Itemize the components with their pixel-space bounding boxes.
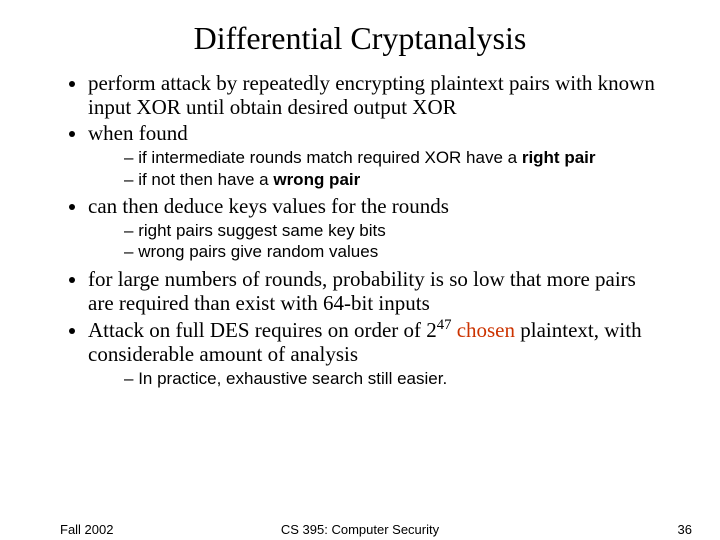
bullet-2-sub-2: if not then have a wrong pair xyxy=(124,169,660,190)
bullet-2-sub-1b: right pair xyxy=(522,148,596,167)
bullet-5-a: Attack on full DES requires on order of … xyxy=(88,318,437,342)
bullet-3: can then deduce keys values for the roun… xyxy=(88,194,660,263)
bullet-2-sub-1: if intermediate rounds match required XO… xyxy=(124,147,660,168)
bullet-2: when found if intermediate rounds match … xyxy=(88,121,660,190)
slide-title: Differential Cryptanalysis xyxy=(60,20,660,57)
bullet-1: perform attack by repeatedly encrypting … xyxy=(88,71,660,119)
bullet-3-sub-1: right pairs suggest same key bits xyxy=(124,220,660,241)
bullet-list: perform attack by repeatedly encrypting … xyxy=(60,71,660,389)
bullet-5-chosen: chosen xyxy=(457,318,515,342)
bullet-5-exp: 47 xyxy=(437,317,452,333)
bullet-2-sub-1a: if intermediate rounds match required XO… xyxy=(138,148,522,167)
bullet-2-sublist: if intermediate rounds match required XO… xyxy=(88,147,660,190)
bullet-3-text: can then deduce keys values for the roun… xyxy=(88,194,449,218)
footer-center: CS 395: Computer Security xyxy=(0,522,720,537)
bullet-5: Attack on full DES requires on order of … xyxy=(88,317,660,390)
bullet-3-sublist: right pairs suggest same key bits wrong … xyxy=(88,220,660,263)
bullet-5-sublist: In practice, exhaustive search still eas… xyxy=(88,368,660,389)
bullet-4: for large numbers of rounds, probability… xyxy=(88,267,660,315)
slide: Differential Cryptanalysis perform attac… xyxy=(0,0,720,540)
bullet-3-sub-2: wrong pairs give random values xyxy=(124,241,660,262)
bullet-5-sub-1: In practice, exhaustive search still eas… xyxy=(124,368,660,389)
footer-right: 36 xyxy=(678,522,692,537)
bullet-2-sub-2a: if not then have a xyxy=(138,170,273,189)
bullet-2-sub-2b: wrong pair xyxy=(273,170,360,189)
bullet-2-text: when found xyxy=(88,121,188,145)
